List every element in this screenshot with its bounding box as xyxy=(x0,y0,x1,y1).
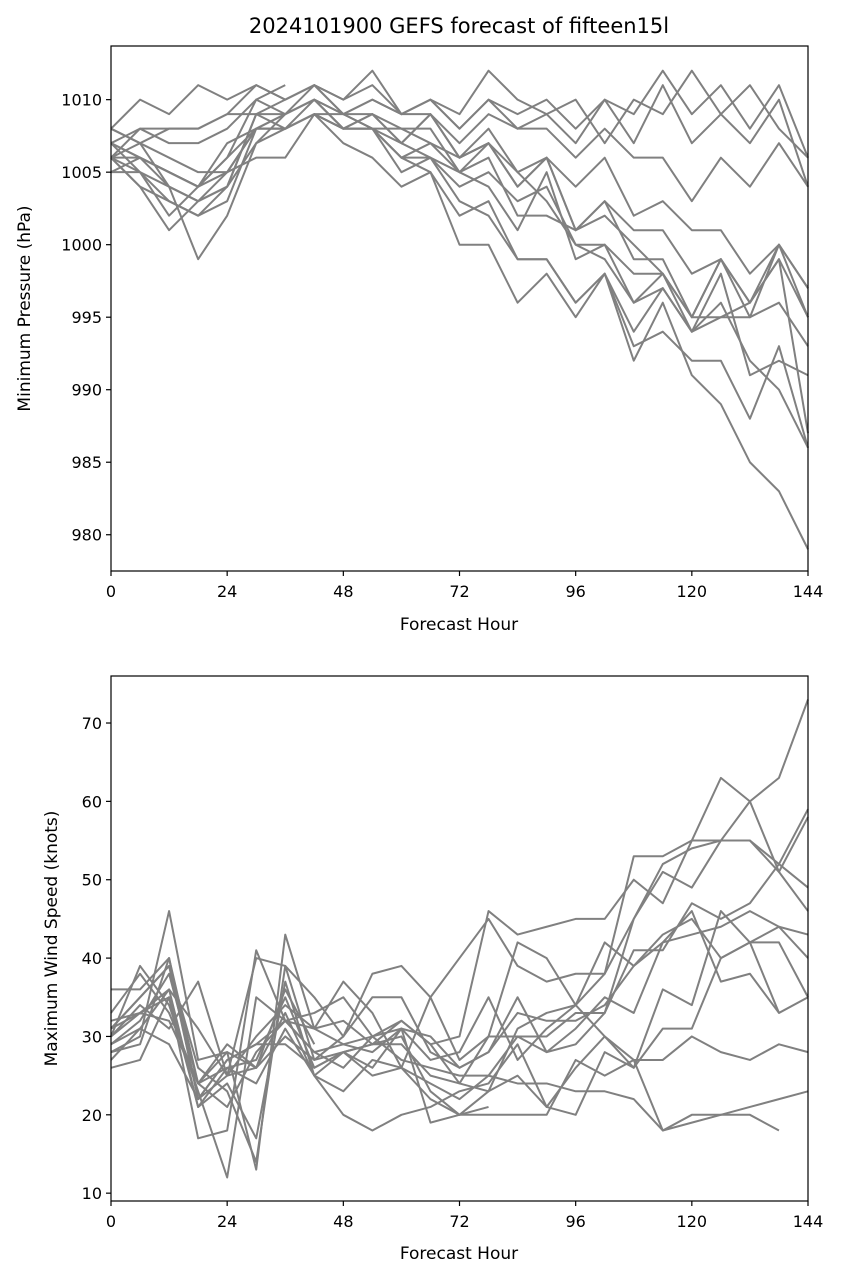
pressure-x-tick-label: 144 xyxy=(793,582,824,601)
wind-series-line-3 xyxy=(110,839,809,1179)
pressure-y-axis-label: Minimum Pressure (hPa) xyxy=(15,205,35,411)
pressure-y-ticks: 980 985 990 995 1000 1005 1010 xyxy=(61,91,111,545)
pressure-y-tick-label: 995 xyxy=(71,308,102,327)
wind-x-tick-label: 96 xyxy=(565,1212,585,1231)
pressure-y-tick-label: 1000 xyxy=(61,236,102,255)
wind-series-line-11 xyxy=(110,941,780,1140)
wind-series-line-5 xyxy=(110,699,809,1163)
pressure-series-line-1 xyxy=(110,69,809,159)
pressure-series-line-4 xyxy=(110,98,809,203)
pressure-x-tick-label: 48 xyxy=(333,582,353,601)
pressure-x-tick-label: 24 xyxy=(217,582,237,601)
pressure-x-tick-label: 72 xyxy=(449,582,469,601)
wind-series-line-13 xyxy=(110,964,780,1132)
wind-x-tick-label: 120 xyxy=(677,1212,708,1231)
wind-x-ticks: 0 24 48 72 96 120 144 xyxy=(106,1201,823,1231)
wind-x-tick-label: 48 xyxy=(333,1212,353,1231)
pressure-x-tick-label: 120 xyxy=(677,582,708,601)
wind-x-axis-label: Forecast Hour xyxy=(400,1244,518,1264)
wind-series-line-12 xyxy=(110,910,809,1116)
wind-series-group xyxy=(110,699,809,1179)
pressure-x-axis-label: Forecast Hour xyxy=(400,615,518,635)
wind-y-tick-label: 60 xyxy=(82,792,102,811)
pressure-x-tick-label: 96 xyxy=(565,582,585,601)
wind-y-tick-label: 50 xyxy=(82,871,102,890)
pressure-series-line-15 xyxy=(110,98,809,319)
wind-x-tick-label: 24 xyxy=(217,1212,237,1231)
wind-y-ticks: 10 20 30 40 50 60 70 xyxy=(82,714,111,1203)
wind-x-tick-label: 144 xyxy=(793,1212,824,1231)
pressure-series-line-3 xyxy=(110,84,809,187)
pressure-plot-frame xyxy=(110,45,809,572)
wind-y-tick-label: 10 xyxy=(82,1184,102,1203)
wind-y-tick-label: 70 xyxy=(82,714,102,733)
pressure-y-tick-label: 980 xyxy=(71,526,102,545)
pressure-series-line-11 xyxy=(110,98,809,550)
pressure-x-tick-label: 0 xyxy=(106,582,116,601)
wind-y-tick-label: 20 xyxy=(82,1106,102,1125)
pressure-x-ticks: 0 24 48 72 96 120 144 xyxy=(106,571,823,601)
wind-series-line-9 xyxy=(110,972,809,1132)
wind-y-axis-label: Maximum Wind Speed (knots) xyxy=(42,811,62,1067)
pressure-series-group xyxy=(110,69,809,550)
pressure-y-tick-label: 985 xyxy=(71,453,102,472)
wind-y-tick-label: 30 xyxy=(82,1027,102,1046)
pressure-y-tick-label: 990 xyxy=(71,381,102,400)
wind-series-line-14 xyxy=(110,996,489,1116)
pressure-series-line-10 xyxy=(111,113,809,449)
wind-plot-frame xyxy=(110,675,809,1202)
pressure-panel: 2024101900 GEFS forecast of fifteen15l 9… xyxy=(15,14,823,635)
wind-y-tick-label: 40 xyxy=(82,949,102,968)
wind-x-tick-label: 72 xyxy=(449,1212,469,1231)
pressure-y-tick-label: 1005 xyxy=(61,163,102,182)
wind-x-tick-label: 0 xyxy=(106,1212,116,1231)
pressure-y-tick-label: 1010 xyxy=(61,91,102,110)
chart-title: 2024101900 GEFS forecast of fifteen15l xyxy=(249,14,669,38)
wind-panel: 10 20 30 40 50 60 70 0 24 48 72 96 120 144 Forecast … xyxy=(42,675,823,1264)
wind-series-line-15 xyxy=(110,972,316,1085)
